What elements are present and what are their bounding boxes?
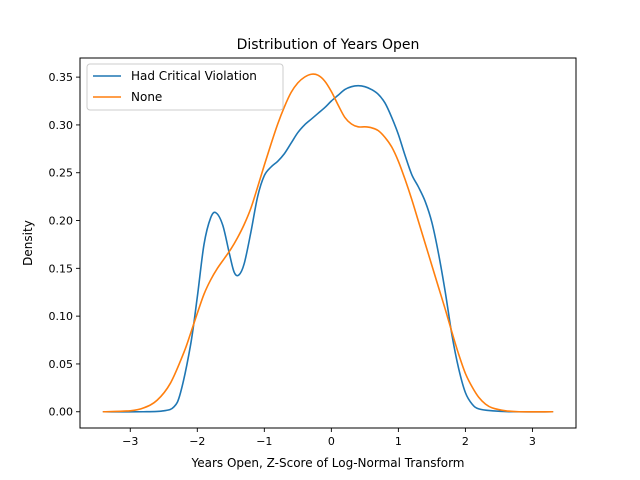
- y-tick-label: 0.25: [49, 167, 74, 180]
- x-axis-label: Years Open, Z-Score of Log-Normal Transf…: [191, 456, 465, 470]
- legend-box: [86, 63, 284, 111]
- y-tick-label: 0.35: [49, 71, 74, 84]
- x-tick-label: 1: [395, 435, 402, 448]
- x-tick-label: −1: [256, 435, 272, 448]
- y-axis-ticks: 0.00 0.05 0.10 0.15 0.20 0.25 0.30 0.35: [49, 71, 80, 419]
- plot-area: −3 −2 −1 0 1 2 3 0.000.050.100.150.200.250.300…: [49, 57, 577, 448]
- legend-label-0: Had Critical Violation: [131, 69, 257, 83]
- x-tick-label: 0: [328, 435, 335, 448]
- x-tick-label: −2: [189, 435, 205, 448]
- y-tick-label: 0.30: [49, 119, 74, 132]
- series-layer: [102, 73, 554, 413]
- x-tick-label: −3: [122, 435, 138, 448]
- series-line-1: [102, 73, 554, 413]
- y-tick-label: 0.10: [49, 310, 74, 323]
- x-axis-ticks: −3 −2 −1 0 1 2 3: [122, 428, 536, 448]
- x-tick-label: 3: [529, 435, 536, 448]
- chart-title: Distribution of Years Open: [237, 37, 420, 53]
- y-tick-label: 0.05: [49, 358, 74, 371]
- legend: Had Critical Violation None: [86, 63, 284, 111]
- axes-frame: [79, 57, 577, 429]
- y-tick-label: 0.20: [49, 215, 74, 228]
- y-axis-label: Density: [21, 220, 35, 266]
- series-line-0: [102, 84, 554, 413]
- x-tick-label: 2: [462, 435, 469, 448]
- y-tick-label: 0.00: [49, 406, 74, 419]
- legend-label-1: None: [131, 90, 162, 104]
- y-tick-label: 0.15: [49, 262, 74, 275]
